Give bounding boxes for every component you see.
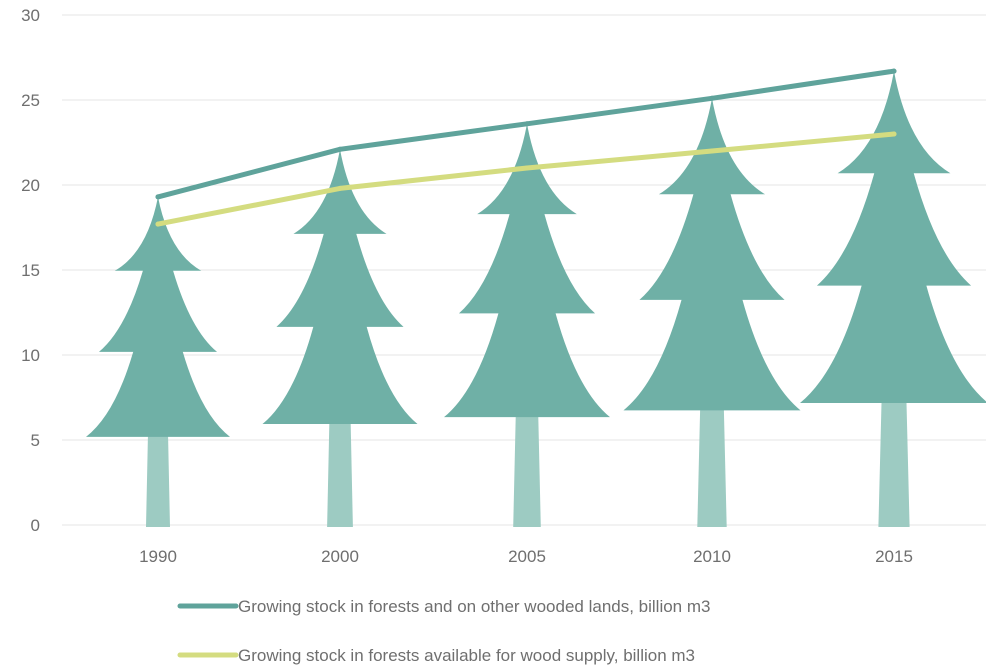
x-tick-label: 2005	[508, 547, 546, 566]
legend: Growing stock in forests and on other wo…	[177, 597, 710, 665]
data-point	[709, 148, 715, 154]
tree-canopy	[262, 149, 418, 425]
data-point	[337, 185, 343, 191]
legend-item-series-2: Growing stock in forests available for w…	[177, 646, 695, 665]
legend-item-series-1: Growing stock in forests and on other wo…	[177, 597, 710, 616]
tree-canopy	[444, 123, 610, 418]
x-tick-label: 2010	[693, 547, 731, 566]
data-point	[891, 131, 897, 137]
tree-icon	[623, 98, 801, 527]
tree-canopy	[800, 71, 986, 404]
data-point	[155, 194, 161, 200]
x-axis: 1990 2000 2005 2010 2015	[139, 547, 913, 566]
y-tick-label: 10	[21, 346, 40, 365]
y-axis: 0 5 10 15 20 25 30	[21, 6, 40, 535]
data-point	[524, 165, 530, 171]
data-point	[709, 95, 715, 101]
y-tick-label: 5	[31, 431, 40, 450]
y-tick-label: 0	[31, 516, 40, 535]
tree-trunk	[697, 406, 727, 527]
tree-icon	[262, 149, 418, 527]
tree-trunk	[146, 432, 170, 527]
data-point	[524, 121, 530, 127]
y-tick-label: 20	[21, 176, 40, 195]
tree-trunk	[327, 420, 353, 527]
legend-label-series-1: Growing stock in forests and on other wo…	[238, 597, 710, 616]
tree-icon	[800, 71, 986, 527]
tree-pictograms	[86, 71, 986, 527]
data-point	[337, 146, 343, 152]
tree-canopy	[86, 196, 230, 437]
y-tick-label: 30	[21, 6, 40, 25]
x-tick-label: 2015	[875, 547, 913, 566]
y-tick-label: 15	[21, 261, 40, 280]
tree-trunk	[878, 399, 910, 527]
x-tick-label: 2000	[321, 547, 359, 566]
tree-icon	[444, 123, 610, 527]
legend-label-series-2: Growing stock in forests available for w…	[238, 646, 695, 665]
y-tick-label: 25	[21, 91, 40, 110]
tree-canopy	[623, 98, 801, 411]
x-tick-label: 1990	[139, 547, 177, 566]
tree-trunk	[513, 413, 541, 527]
tree-icon	[86, 196, 230, 527]
data-point	[891, 68, 897, 74]
data-point	[155, 221, 161, 227]
series-lines	[155, 68, 897, 227]
